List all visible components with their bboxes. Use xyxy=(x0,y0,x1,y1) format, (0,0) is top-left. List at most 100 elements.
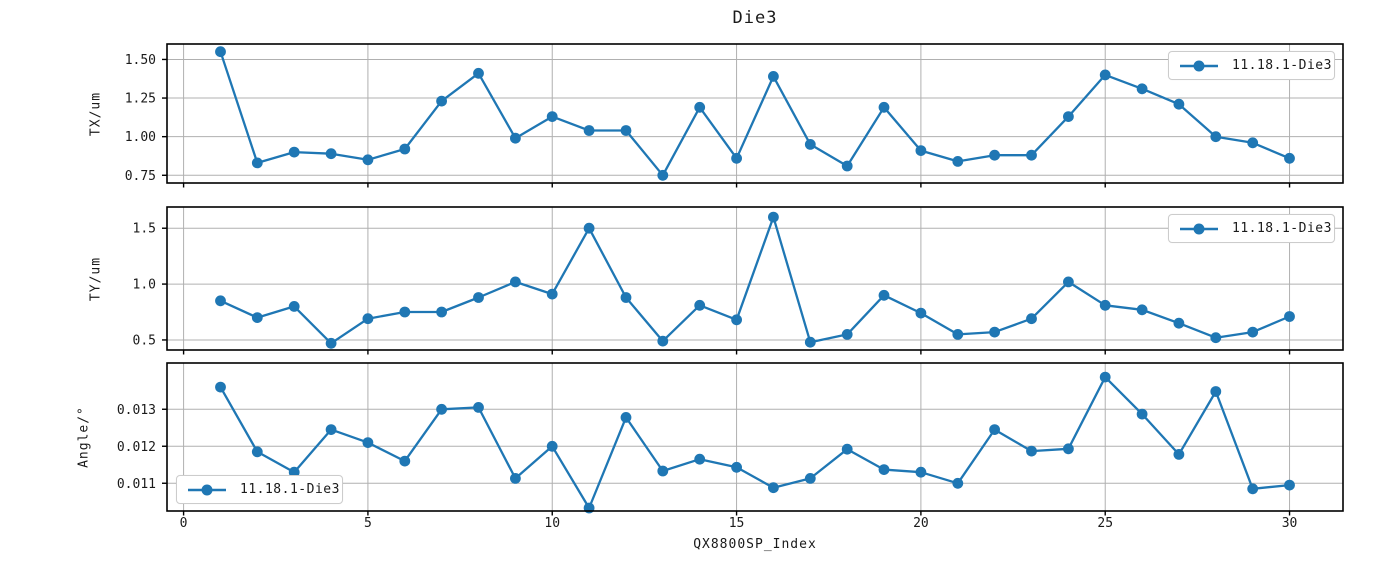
legend-line-marker-icon xyxy=(188,484,226,495)
series-line xyxy=(219,375,1290,510)
data-point xyxy=(1063,111,1074,122)
data-point xyxy=(694,453,706,465)
legend-line-marker-icon xyxy=(1180,223,1218,234)
data-point xyxy=(1063,276,1074,288)
data-point xyxy=(657,465,669,477)
x-tick-label: 0 xyxy=(180,516,188,531)
data-point xyxy=(288,146,300,158)
data-point xyxy=(1284,152,1295,164)
data-point xyxy=(1099,371,1111,383)
data-point xyxy=(694,299,706,311)
data-point xyxy=(768,211,779,223)
data-point xyxy=(1210,131,1222,143)
data-point xyxy=(546,111,558,122)
chart-title: Die3 xyxy=(732,8,778,28)
data-point xyxy=(1099,299,1111,311)
x-tick-label: 15 xyxy=(729,516,745,531)
series-line xyxy=(219,51,1290,177)
series-line xyxy=(220,215,1290,345)
data-point xyxy=(1247,137,1259,149)
data-point xyxy=(1173,449,1185,460)
data-point xyxy=(473,67,484,79)
data-point xyxy=(841,160,853,172)
data-point xyxy=(546,288,558,300)
data-point xyxy=(989,149,1000,161)
y-axis-label-ty: TY/um xyxy=(88,256,104,301)
data-point xyxy=(473,292,484,303)
legend-label: 11.18.1-Die3 xyxy=(1232,221,1332,236)
y-tick-label: 1.00 xyxy=(125,130,156,145)
data-point xyxy=(804,139,816,150)
legend-ty: 11.18.1-Die3 xyxy=(1168,214,1335,243)
data-point xyxy=(1284,479,1295,491)
y-tick-label: 0.013 xyxy=(117,403,156,418)
data-point xyxy=(251,312,263,323)
legend-angle: 11.18.1-Die3 xyxy=(176,475,343,504)
data-point xyxy=(215,46,226,58)
data-point xyxy=(1136,408,1148,420)
x-tick-label: 25 xyxy=(1097,516,1113,531)
data-point xyxy=(436,306,447,318)
legend-line-marker-icon xyxy=(1180,60,1218,71)
data-point xyxy=(1136,83,1148,95)
y-axis-label-angle: Angle/° xyxy=(76,406,92,468)
data-point xyxy=(731,152,742,164)
data-point xyxy=(215,295,226,307)
data-point xyxy=(731,314,742,326)
data-point xyxy=(878,464,890,475)
data-point xyxy=(510,276,521,288)
data-point xyxy=(878,101,890,113)
data-point xyxy=(288,301,300,312)
data-point xyxy=(1210,332,1222,344)
data-point xyxy=(694,101,706,113)
data-point xyxy=(288,466,300,478)
data-point xyxy=(1026,445,1037,457)
legend-tx: 11.18.1-Die3 xyxy=(1168,51,1335,80)
data-point xyxy=(1284,311,1295,322)
data-point xyxy=(915,145,927,157)
data-point xyxy=(325,337,337,349)
axes-frame xyxy=(166,206,1344,351)
data-point xyxy=(841,443,853,455)
data-point xyxy=(915,307,927,319)
data-point xyxy=(841,329,853,340)
data-point xyxy=(251,446,263,458)
axes-frame xyxy=(166,362,1344,512)
data-point xyxy=(583,222,595,234)
data-point xyxy=(989,424,1000,435)
data-point xyxy=(510,132,521,144)
data-point xyxy=(952,329,964,340)
x-tick-label: 5 xyxy=(364,516,372,531)
data-point xyxy=(657,335,669,347)
legend-label: 11.18.1-Die3 xyxy=(240,482,340,497)
data-point xyxy=(1099,69,1111,81)
data-point xyxy=(731,461,742,473)
y-tick-label: 0.75 xyxy=(125,169,156,184)
data-point xyxy=(215,381,226,393)
data-point xyxy=(436,403,447,415)
data-point xyxy=(325,148,337,160)
data-point xyxy=(325,424,337,435)
y-tick-label: 1.5 xyxy=(133,222,156,237)
data-point xyxy=(362,313,374,325)
data-point xyxy=(1247,483,1259,495)
x-tick-label: 10 xyxy=(544,516,560,531)
data-point xyxy=(436,95,447,107)
data-point xyxy=(583,125,595,136)
data-point xyxy=(804,473,816,484)
data-point xyxy=(952,156,964,167)
data-point xyxy=(620,412,632,423)
data-point xyxy=(362,154,374,166)
y-tick-label: 0.011 xyxy=(117,477,156,492)
data-point xyxy=(473,402,484,413)
data-point xyxy=(620,292,632,303)
data-point xyxy=(510,473,521,484)
data-point xyxy=(362,437,374,448)
y-axis-label-tx: TX/um xyxy=(88,91,104,136)
data-point xyxy=(952,477,964,489)
data-point xyxy=(399,143,411,155)
data-point xyxy=(1026,313,1037,325)
data-point xyxy=(399,455,411,467)
